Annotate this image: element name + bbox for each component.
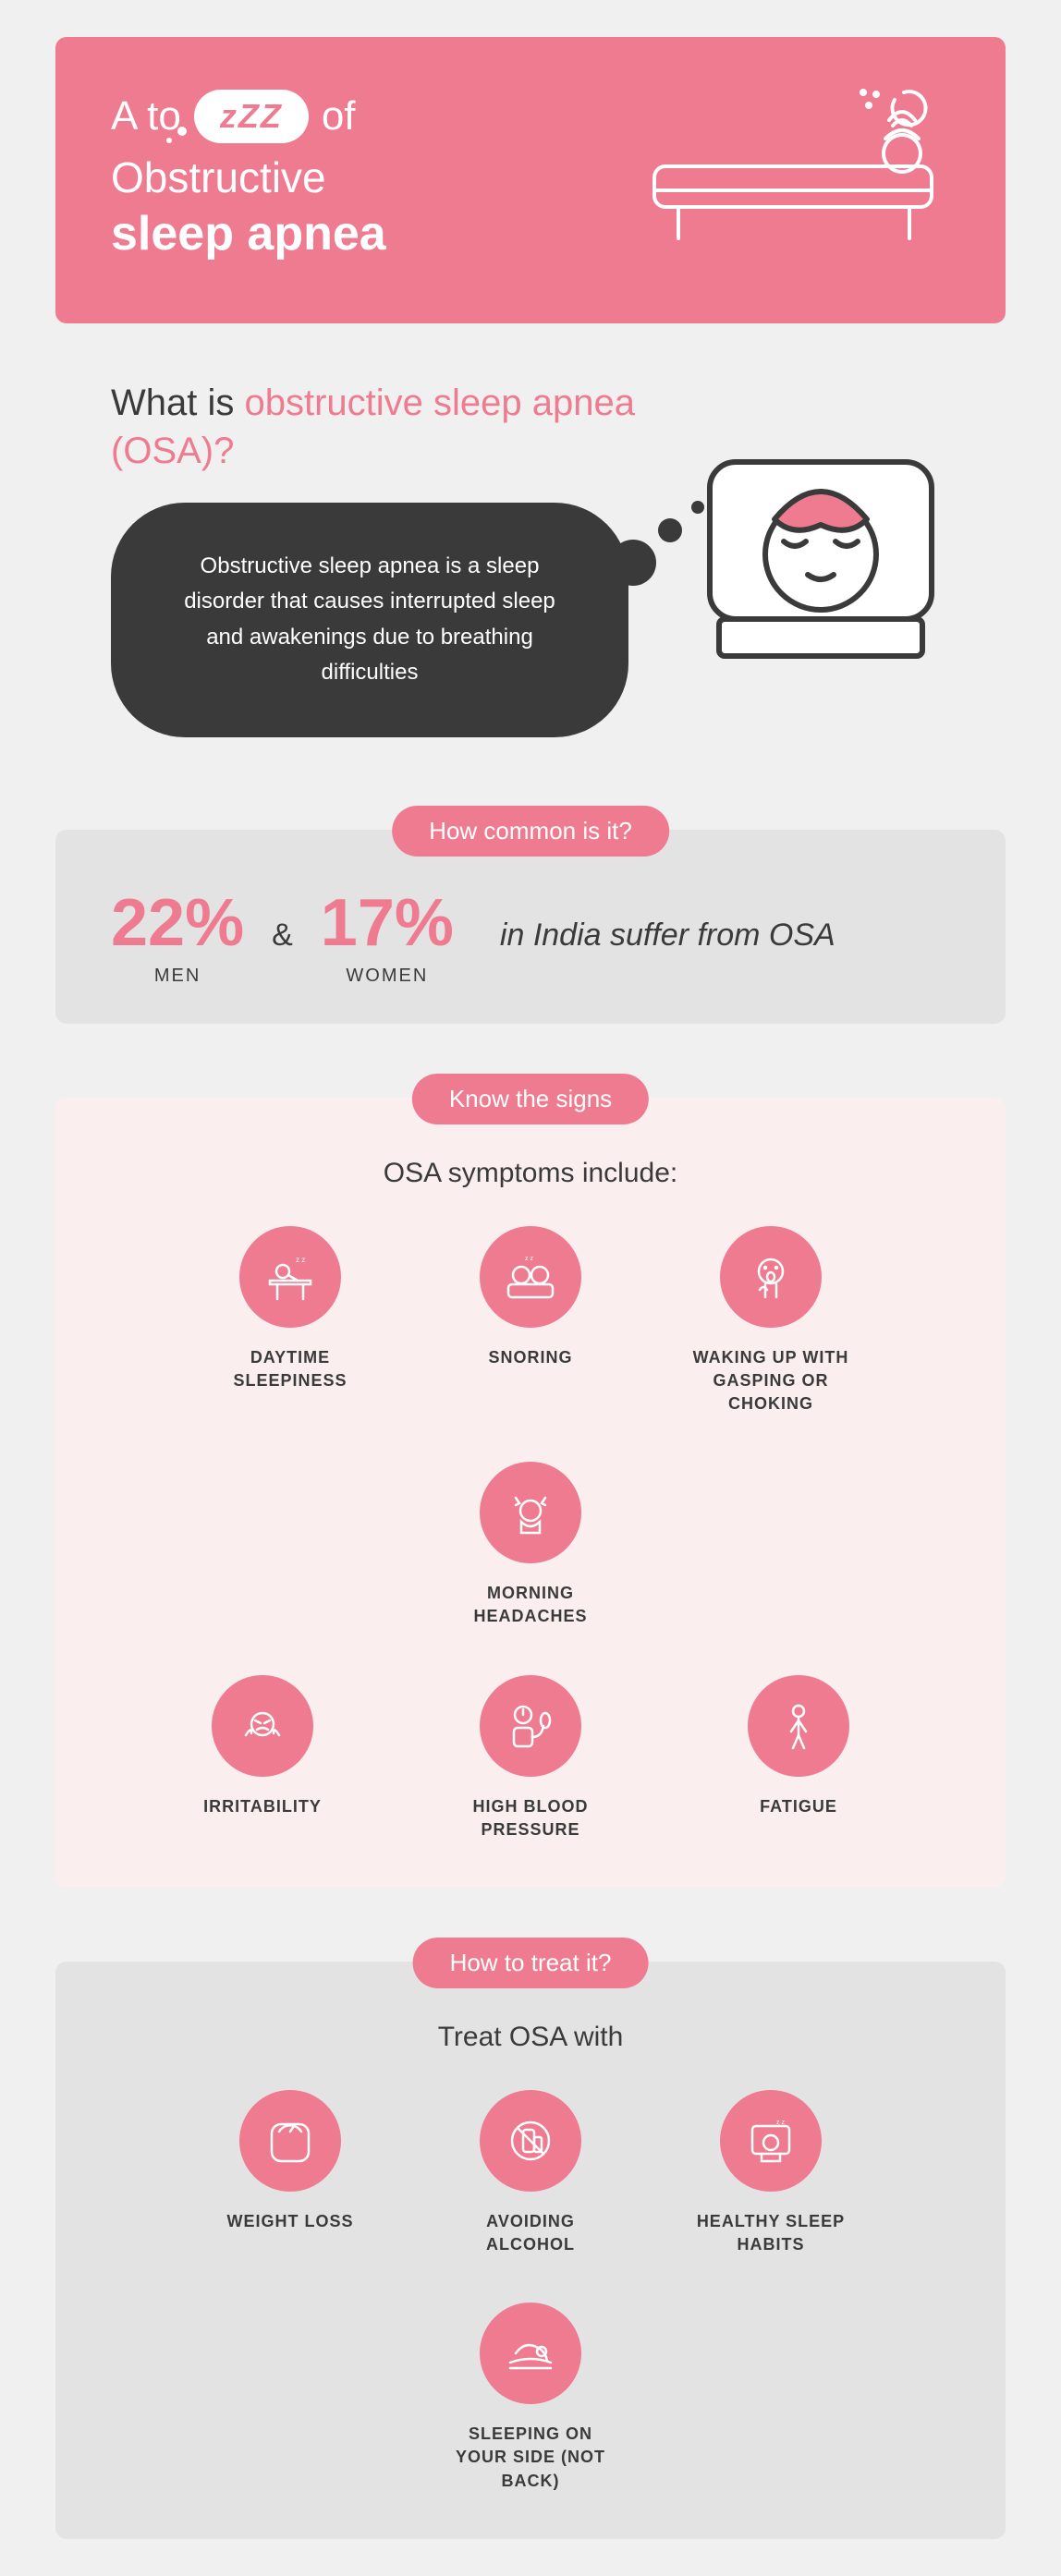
- symptom-snoring: z z SNORING: [443, 1226, 618, 1416]
- symptom-blood-pressure: HIGH BLOOD PRESSURE: [443, 1675, 618, 1841]
- symptom-label: HIGH BLOOD PRESSURE: [443, 1795, 618, 1841]
- definition-cloud: Obstructive sleep apnea is a sleep disor…: [111, 503, 628, 737]
- irritability-icon: [212, 1675, 313, 1777]
- sleep-habits-icon: z z: [720, 2090, 822, 2192]
- symptom-label: SNORING: [488, 1346, 572, 1369]
- symptom-irritability: IRRITABILITY: [175, 1675, 350, 1841]
- zzz-cloud-icon: zZZ: [194, 90, 309, 143]
- treat-side-sleep: SLEEPING ON YOUR SIDE (NOT BACK): [443, 2303, 618, 2493]
- treat-label: SLEEPING ON YOUR SIDE (NOT BACK): [443, 2423, 618, 2493]
- header-banner: A to zZZ of Obstructive sleep apnea: [55, 37, 1006, 323]
- treat-label: AVOIDING ALCOHOL: [443, 2210, 618, 2256]
- symptom-headaches: MORNING HEADACHES: [443, 1462, 618, 1628]
- svg-text:z z: z z: [296, 1256, 305, 1264]
- treat-subtitle: Treat OSA with: [111, 2022, 950, 2053]
- signs-pill: Know the signs: [412, 1074, 649, 1124]
- stat-women-value: 17%: [321, 890, 454, 956]
- treat-label: HEALTHY SLEEP HABITS: [683, 2210, 859, 2256]
- symptom-label: WAKING UP WITH GASPING OR CHOKING: [683, 1346, 859, 1416]
- choking-icon: [720, 1226, 822, 1328]
- symptom-label: IRRITABILITY: [203, 1795, 322, 1818]
- stat-men-label: MEN: [111, 966, 244, 987]
- stats-section: How common is it? 22% MEN & 17% WOMEN in…: [55, 830, 1006, 1024]
- header-text: A to zZZ of Obstructive sleep apnea: [111, 90, 636, 261]
- stat-men-value: 22%: [111, 890, 244, 956]
- side-sleep-icon: [480, 2303, 581, 2404]
- signs-subtitle: OSA symptoms include:: [111, 1158, 950, 1189]
- svg-text:z z: z z: [525, 1256, 533, 1262]
- stat-women: 17% WOMEN: [321, 890, 454, 987]
- stat-women-label: WOMEN: [321, 966, 454, 987]
- scale-icon: [239, 2090, 341, 2192]
- symptom-label: FATIGUE: [760, 1795, 837, 1818]
- symptom-label: DAYTIME SLEEPINESS: [202, 1346, 378, 1392]
- stat-men: 22% MEN: [111, 890, 244, 987]
- desk-sleep-icon: z z: [239, 1226, 341, 1328]
- signs-row1: z z DAYTIME SLEEPINESS z z SNORING WAKIN…: [111, 1226, 950, 1629]
- definition-left: What is obstructive sleep apnea (OSA)? O…: [111, 379, 664, 737]
- header-line2: Obstructive: [111, 152, 636, 202]
- sleeping-person-icon: [691, 434, 950, 674]
- definition-title: What is obstructive sleep apnea (OSA)?: [111, 379, 664, 475]
- no-alcohol-icon: [480, 2090, 581, 2192]
- title-plain: What is: [111, 383, 244, 423]
- treat-label: WEIGHT LOSS: [227, 2210, 354, 2233]
- symptom-fatigue: FATIGUE: [711, 1675, 886, 1841]
- definition-section: What is obstructive sleep apnea (OSA)? O…: [55, 323, 1006, 774]
- signs-row2: IRRITABILITY HIGH BLOOD PRESSURE FATIGUE: [111, 1675, 950, 1841]
- treat-weight-loss: WEIGHT LOSS: [202, 2090, 378, 2256]
- bed-illustration-icon: [636, 83, 950, 268]
- stats-row: 22% MEN & 17% WOMEN in India suffer from…: [111, 881, 950, 987]
- symptom-choking: WAKING UP WITH GASPING OR CHOKING: [683, 1226, 859, 1416]
- blood-pressure-icon: [480, 1675, 581, 1777]
- header-suffix: of: [322, 93, 356, 140]
- treat-avoid-alcohol: AVOIDING ALCOHOL: [443, 2090, 618, 2256]
- stats-tail: in India suffer from OSA: [500, 917, 835, 954]
- treat-section: How to treat it? Treat OSA with WEIGHT L…: [55, 1962, 1006, 2539]
- treat-pill: How to treat it?: [413, 1938, 649, 1988]
- header-line1: A to zZZ of: [111, 90, 636, 143]
- ampersand: &: [272, 917, 293, 954]
- signs-section: Know the signs OSA symptoms include: z z…: [55, 1098, 1006, 1888]
- symptom-label: MORNING HEADACHES: [443, 1582, 618, 1628]
- treat-row: WEIGHT LOSS AVOIDING ALCOHOL z z HEALTHY…: [111, 2090, 950, 2493]
- stats-pill: How common is it?: [392, 806, 669, 857]
- symptom-daytime-sleepiness: z z DAYTIME SLEEPINESS: [202, 1226, 378, 1416]
- header-prefix: A to: [111, 93, 181, 140]
- headache-icon: [480, 1462, 581, 1563]
- fatigue-icon: [748, 1675, 849, 1777]
- snoring-icon: z z: [480, 1226, 581, 1328]
- treat-sleep-habits: z z HEALTHY SLEEP HABITS: [683, 2090, 859, 2256]
- header-line3: sleep apnea: [111, 206, 636, 261]
- svg-text:z z: z z: [776, 2120, 785, 2126]
